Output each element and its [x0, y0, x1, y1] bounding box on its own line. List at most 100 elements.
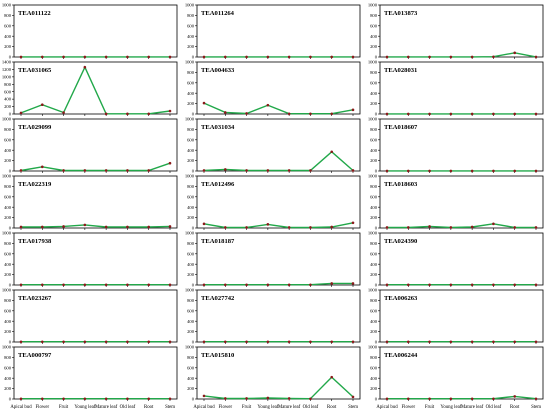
x-tick-label: Apical bud	[193, 405, 215, 410]
data-point	[19, 340, 23, 344]
data-point	[62, 111, 65, 114]
y-tick-label: 800	[187, 241, 195, 246]
y-tick-label: 800	[4, 127, 12, 132]
y-tick-label: 200	[4, 158, 12, 163]
data-point	[470, 340, 474, 344]
y-tick-label: 0	[192, 283, 195, 288]
data-point	[168, 55, 172, 59]
y-tick-label: 800	[187, 184, 195, 189]
y-tick-label: 0	[9, 283, 12, 288]
y-tick-label: 1000	[2, 288, 12, 293]
data-point	[202, 222, 206, 226]
y-tick-label: 0	[192, 340, 195, 345]
data-point	[40, 283, 44, 287]
series-line	[203, 150, 354, 172]
series-line	[387, 395, 537, 400]
x-tick-label: Flower	[218, 405, 232, 410]
data-point	[330, 282, 334, 285]
y-tick-label: 200	[370, 386, 378, 391]
data-point	[470, 169, 474, 173]
data-point	[147, 340, 151, 344]
data-point	[104, 55, 108, 59]
data-point	[428, 55, 431, 59]
y-tick-label: 200	[4, 272, 12, 277]
x-tick-label: Young leaf	[440, 405, 461, 410]
y-tick-label: 400	[370, 376, 378, 381]
data-point	[168, 283, 172, 287]
plot-frame	[196, 346, 361, 400]
data-point	[513, 51, 517, 55]
data-point	[385, 226, 389, 229]
y-tick-label: 800	[370, 355, 378, 360]
y-tick-label: 400	[187, 376, 195, 381]
x-tick-label: Old leaf	[303, 405, 319, 410]
subplot-tea013873: 0 200 400 600 800 1000 TEA013873	[368, 3, 544, 60]
data-point	[492, 340, 495, 344]
y-tick-label: 200	[4, 44, 12, 49]
y-tick-label: 1000	[185, 231, 195, 236]
data-point	[147, 283, 151, 287]
data-point	[168, 225, 172, 228]
subplot-title: TEA023267	[18, 295, 52, 302]
data-point	[245, 226, 248, 229]
data-point	[449, 397, 453, 401]
data-point	[351, 282, 355, 285]
data-point	[385, 112, 389, 116]
data-point	[428, 112, 431, 116]
subplot-tea029099: 0 200 400 600 800 1000 TEA029099	[2, 117, 178, 174]
y-tick-label: 400	[187, 319, 195, 324]
data-point	[470, 283, 474, 287]
y-tick-label: 400	[4, 148, 12, 153]
data-point	[126, 55, 129, 59]
y-tick-label: 1000	[2, 345, 12, 350]
y-tick-label: 0	[192, 226, 195, 231]
y-tick-label: 200	[187, 272, 195, 277]
x-tick-label: Mature leaf	[278, 405, 301, 410]
subplot-tea031034: 0 200 400 600 800 1000 TEA031034	[185, 117, 361, 174]
y-tick-label: 800	[187, 127, 195, 132]
y-tick-label: 0	[9, 226, 12, 231]
y-tick-label: 600	[370, 137, 378, 142]
y-tick-label: 600	[370, 251, 378, 256]
data-point	[449, 226, 453, 229]
data-point	[385, 283, 389, 287]
data-point	[202, 169, 206, 172]
data-point	[385, 397, 389, 401]
data-point	[287, 55, 291, 59]
y-tick-label: 1000	[185, 117, 195, 122]
subplot-title: TEA004633	[201, 67, 235, 74]
data-point	[62, 55, 65, 59]
data-point	[223, 283, 227, 287]
data-point	[168, 397, 172, 401]
y-tick-label: 1000	[368, 288, 378, 293]
data-point	[534, 397, 538, 401]
data-point	[266, 169, 270, 172]
y-tick-label: 1000	[185, 174, 195, 179]
data-point	[83, 65, 87, 69]
data-point	[83, 223, 87, 227]
data-point	[126, 225, 129, 229]
subplot-title: TEA006263	[384, 295, 418, 302]
x-tick-label: Young leaf	[257, 405, 278, 410]
subplot-tea012496: 0 200 400 600 800 1000 TEA012496	[185, 174, 361, 231]
data-point	[104, 112, 108, 116]
y-tick-label: 200	[187, 329, 195, 334]
data-point	[287, 169, 291, 172]
subplot-title: TEA006244	[384, 352, 418, 359]
data-point	[406, 112, 410, 116]
subplot-title: TEA011264	[201, 10, 235, 17]
data-point	[492, 222, 495, 226]
y-tick-label: 600	[187, 194, 195, 199]
y-tick-label: 1000	[2, 117, 12, 122]
y-tick-label: 200	[187, 158, 195, 163]
data-point	[40, 55, 44, 59]
data-point	[245, 112, 248, 115]
y-tick-label: 800	[4, 184, 12, 189]
data-point	[202, 283, 206, 287]
subplot-tea011122: 0 200 400 600 800 1000 TEA011122	[2, 3, 178, 60]
y-tick-label: 600	[4, 137, 12, 142]
y-tick-label: 800	[4, 13, 12, 18]
y-tick-label: 1400	[2, 60, 12, 65]
y-tick-label: 1000	[368, 117, 378, 122]
